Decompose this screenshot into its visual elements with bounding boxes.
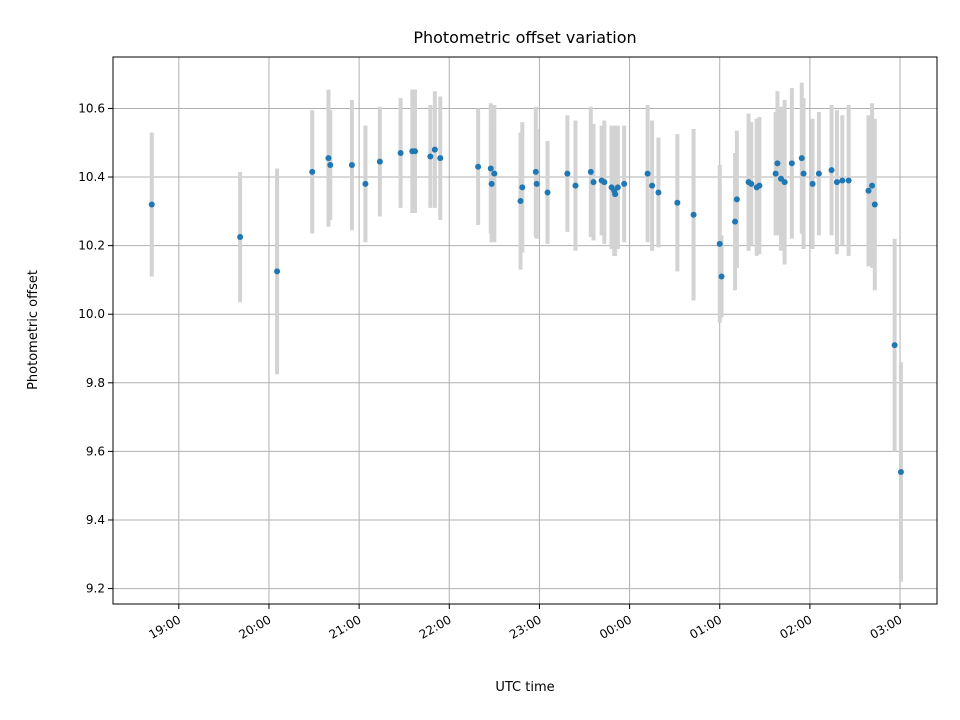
data-point bbox=[815, 170, 822, 177]
data-point bbox=[732, 218, 739, 225]
data-point bbox=[412, 148, 419, 155]
data-point bbox=[517, 198, 524, 205]
data-point bbox=[309, 168, 316, 175]
data-point bbox=[488, 180, 495, 187]
data-point bbox=[871, 201, 878, 208]
y-tick-label: 10.6 bbox=[78, 101, 105, 115]
y-tick-label: 10.2 bbox=[78, 239, 105, 253]
data-point bbox=[756, 182, 763, 189]
data-point bbox=[325, 155, 332, 162]
data-point bbox=[690, 211, 697, 218]
data-point bbox=[274, 268, 281, 275]
data-point bbox=[833, 179, 840, 186]
data-point bbox=[362, 180, 369, 187]
data-point bbox=[718, 273, 725, 280]
data-point bbox=[487, 165, 494, 172]
data-point bbox=[614, 184, 621, 191]
data-point bbox=[869, 182, 876, 189]
grid-lines bbox=[113, 57, 937, 604]
data-point bbox=[845, 177, 852, 184]
data-point bbox=[532, 168, 539, 175]
data-point bbox=[891, 342, 898, 349]
data-point bbox=[655, 189, 662, 196]
data-point bbox=[397, 150, 404, 157]
data-point bbox=[533, 180, 540, 187]
data-point bbox=[621, 180, 628, 187]
data-point bbox=[828, 167, 835, 174]
data-point bbox=[237, 234, 244, 241]
data-point bbox=[491, 170, 498, 177]
data-point bbox=[788, 160, 795, 167]
y-axis-label: Photometric offset bbox=[26, 270, 41, 390]
data-point bbox=[590, 179, 597, 186]
y-tick-label: 9.4 bbox=[86, 513, 105, 527]
data-point bbox=[674, 199, 681, 206]
data-point bbox=[348, 162, 355, 169]
y-tick-label: 9.6 bbox=[86, 444, 105, 458]
data-point bbox=[781, 179, 788, 186]
data-point bbox=[798, 155, 805, 162]
data-point bbox=[774, 160, 781, 167]
y-tick-label: 10.0 bbox=[78, 307, 105, 321]
data-points bbox=[148, 146, 904, 475]
data-point bbox=[800, 170, 807, 177]
y-tick-label: 10.4 bbox=[78, 170, 105, 184]
data-point bbox=[519, 184, 526, 191]
data-point bbox=[544, 189, 551, 196]
data-point bbox=[376, 158, 383, 165]
data-point bbox=[748, 180, 755, 187]
data-point bbox=[612, 191, 619, 198]
data-point bbox=[572, 182, 579, 189]
data-point bbox=[733, 196, 740, 203]
data-point bbox=[716, 240, 723, 247]
data-point bbox=[772, 170, 779, 177]
data-point bbox=[564, 170, 571, 177]
data-point bbox=[809, 180, 816, 187]
data-point bbox=[587, 168, 594, 175]
x-axis-label: UTC time bbox=[495, 680, 554, 695]
data-point bbox=[431, 146, 438, 153]
data-point bbox=[148, 201, 155, 208]
data-point bbox=[427, 153, 434, 160]
data-point bbox=[327, 162, 334, 169]
y-tick-label: 9.2 bbox=[86, 582, 105, 596]
y-axis-ticks: 9.2 9.4 9.6 9.8 10.0 10.2 10.4 10.6 bbox=[78, 101, 113, 596]
data-point bbox=[437, 155, 444, 162]
data-point bbox=[649, 182, 656, 189]
data-point bbox=[839, 177, 846, 184]
data-point bbox=[865, 187, 872, 194]
y-tick-label: 9.8 bbox=[86, 376, 105, 390]
data-point bbox=[644, 170, 651, 177]
chart-title: Photometric offset variation bbox=[413, 28, 636, 47]
data-point bbox=[601, 179, 608, 186]
plot-area-frame bbox=[112, 56, 938, 605]
data-point bbox=[897, 468, 904, 475]
data-point bbox=[475, 163, 482, 170]
